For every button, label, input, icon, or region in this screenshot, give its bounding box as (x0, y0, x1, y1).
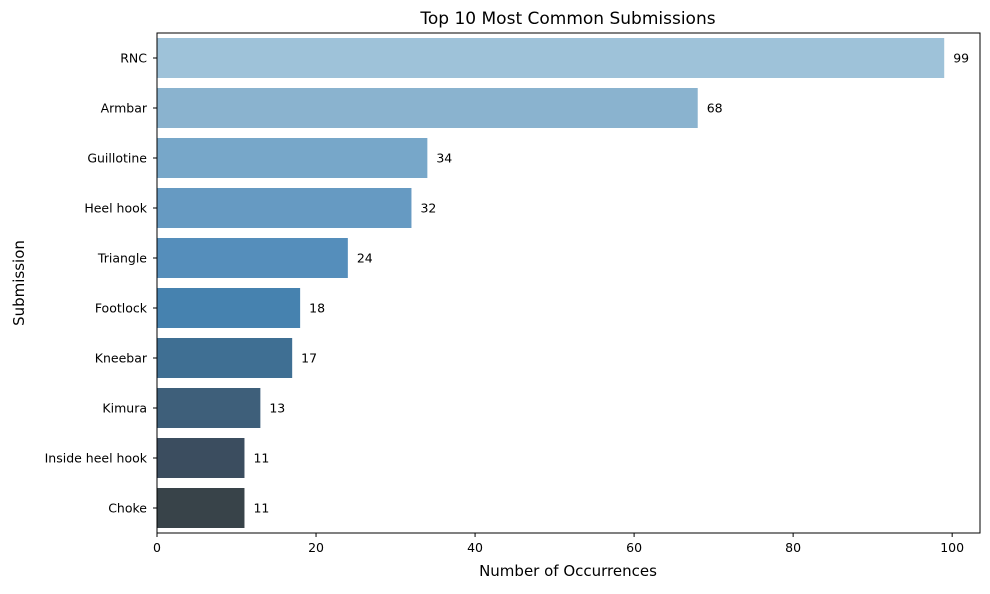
y-tick-label-2: Guillotine (87, 151, 147, 166)
chart-title: Top 10 Most Common Submissions (419, 9, 715, 29)
axes-layer: RNC Armbar Guillotine Heel hook Triangle Foot… (45, 32, 981, 555)
data-label-4: 24 (357, 251, 373, 266)
y-axis-label: Submission (10, 240, 28, 326)
x-tick-label-1: 20 (308, 540, 324, 555)
plot-frame (156, 32, 981, 534)
bar-4 (157, 238, 348, 278)
y-tick-label-5: Footlock (95, 301, 148, 316)
bars-layer: 99 68 34 32 24 18 17 13 11 11 (157, 38, 969, 528)
bar-7 (157, 388, 261, 428)
y-tick-label-3: Heel hook (84, 201, 147, 216)
y-tick-label-9: Choke (108, 501, 147, 516)
bar-8 (157, 438, 245, 478)
y-tick-label-8: Inside heel hook (45, 451, 148, 466)
y-tick-label-1: Armbar (101, 101, 148, 116)
x-tick-label-4: 80 (785, 540, 801, 555)
data-label-9: 11 (253, 501, 269, 516)
data-label-1: 68 (707, 101, 723, 116)
data-label-8: 11 (253, 451, 269, 466)
x-tick-label-3: 60 (626, 540, 642, 555)
x-tick-label-2: 40 (467, 540, 483, 555)
data-label-5: 18 (309, 301, 325, 316)
bar-9 (157, 488, 245, 528)
x-tick-label-5: 100 (940, 540, 964, 555)
bar-0 (157, 38, 945, 78)
y-tick-label-7: Kimura (102, 401, 147, 416)
data-label-6: 17 (301, 351, 317, 366)
y-tick-label-6: Kneebar (95, 351, 148, 366)
bar-1 (157, 88, 698, 128)
bar-2 (157, 138, 428, 178)
bar-3 (157, 188, 412, 228)
x-axis-label: Number of Occurrences (479, 562, 657, 580)
data-label-0: 99 (953, 51, 969, 66)
y-tick-label-4: Triangle (97, 251, 147, 266)
bar-5 (157, 288, 301, 328)
data-label-7: 13 (269, 401, 285, 416)
data-label-2: 34 (436, 151, 452, 166)
y-tick-label-0: RNC (120, 51, 147, 66)
x-tick-label-0: 0 (153, 540, 161, 555)
data-label-3: 32 (420, 201, 436, 216)
bar-6 (157, 338, 293, 378)
